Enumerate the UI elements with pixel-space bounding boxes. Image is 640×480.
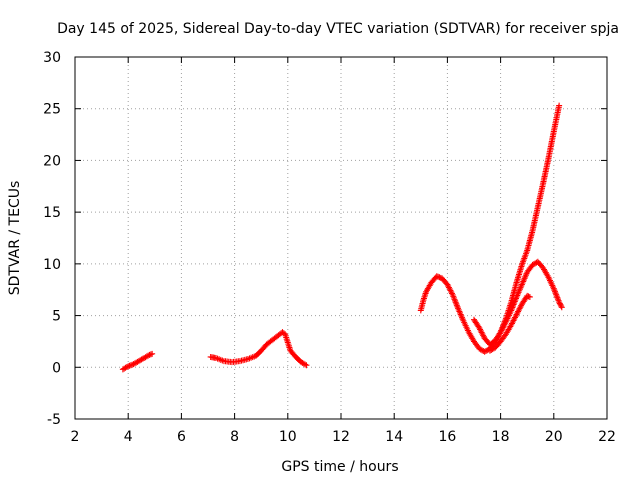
y-tick-label: 10 (43, 257, 61, 273)
y-tick-label: 30 (43, 50, 61, 66)
data-segment-1 (119, 350, 156, 373)
x-tick-label: 4 (124, 429, 133, 445)
data-point (303, 362, 310, 369)
y-tick-label: -5 (47, 412, 61, 428)
data-segment-2 (207, 329, 310, 369)
data-series (119, 102, 565, 373)
data-segment-5 (486, 292, 533, 354)
data-segment-3 (417, 102, 563, 355)
x-tick-label: 12 (332, 429, 350, 445)
x-tick-label: 14 (385, 429, 403, 445)
x-tick-label: 18 (492, 429, 510, 445)
x-tick-label: 16 (438, 429, 456, 445)
data-point (145, 352, 152, 359)
x-tick-label: 22 (598, 429, 616, 445)
data-segment-4 (471, 258, 565, 348)
y-tick-label: 25 (43, 102, 61, 118)
data-point (558, 304, 565, 311)
x-tick-label: 20 (545, 429, 563, 445)
data-point (123, 364, 130, 371)
data-point (558, 303, 565, 310)
data-point (526, 293, 533, 300)
y-axis-label: SDTVAR / TECUs (7, 181, 23, 296)
x-tick-label: 2 (71, 429, 80, 445)
grid (75, 57, 607, 419)
data-point (556, 102, 563, 109)
data-point (557, 301, 564, 308)
data-point (302, 361, 309, 368)
data-point (556, 299, 563, 306)
x-tick-label: 8 (230, 429, 239, 445)
y-tick-label: 15 (43, 205, 61, 221)
axis-ticks: 2 4 6 8 10 12 14 16 18 20 22 -5 0 5 10 15 20 25 30 (43, 50, 616, 445)
x-axis-label: GPS time / hours (281, 459, 398, 475)
y-tick-label: 5 (52, 309, 61, 325)
data-point (149, 350, 156, 357)
y-tick-label: 20 (43, 153, 61, 169)
y-tick-label: 0 (52, 360, 61, 376)
plot-frame (74, 56, 608, 420)
data-point (556, 300, 563, 307)
chart-title: Day 145 of 2025, Sidereal Day-to-day VTE… (57, 21, 619, 37)
x-tick-label: 10 (279, 429, 297, 445)
x-tick-label: 6 (177, 429, 186, 445)
